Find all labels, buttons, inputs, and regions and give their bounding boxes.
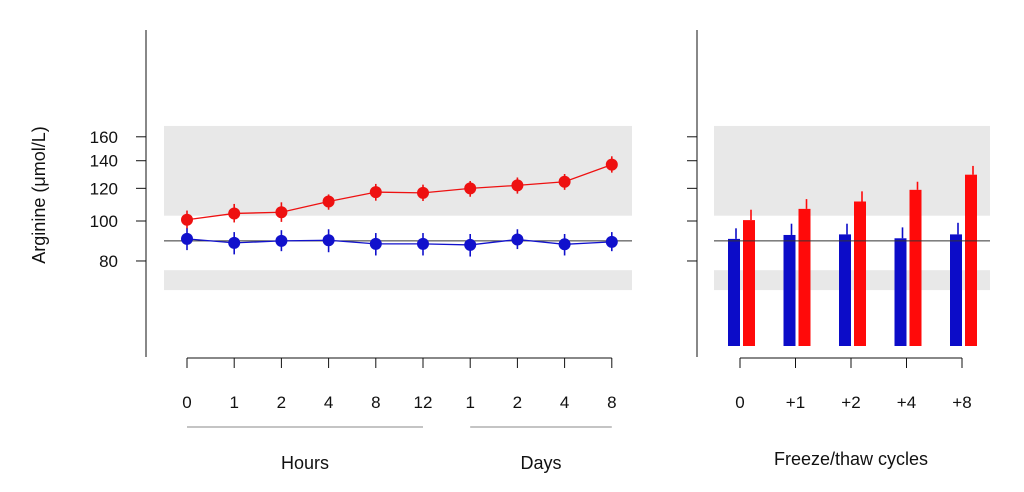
- data-point: [417, 186, 429, 199]
- data-point: [605, 158, 618, 171]
- x-tick-label: 2: [513, 393, 522, 412]
- x-tick-label: 8: [371, 393, 380, 412]
- right-panel-freeze-thaw: 0 +1 +2 +4 +8 Freeze/thaw cycles: [687, 30, 990, 469]
- y-tick-label: 100: [90, 212, 118, 231]
- data-point: [558, 175, 571, 188]
- data-point: [275, 234, 288, 247]
- x-tick-label: +8: [952, 393, 971, 412]
- x-tick-label: 1: [229, 393, 238, 412]
- x-tick-label: 8: [607, 393, 616, 412]
- bar-series-0: [728, 222, 962, 346]
- bar: [950, 234, 962, 346]
- x-tick-label: 2: [277, 393, 286, 412]
- bar: [965, 174, 977, 346]
- data-point: [322, 195, 335, 208]
- data-point: [605, 235, 618, 248]
- group-label: Hours: [281, 453, 329, 473]
- x-tick-label: 0: [735, 393, 744, 412]
- data-point: [511, 179, 524, 192]
- data-point: [511, 233, 524, 246]
- data-point: [181, 232, 193, 245]
- shaded-range-band: [164, 125, 632, 216]
- y-tick-label: 140: [90, 152, 118, 171]
- x-tick-label: 4: [324, 393, 333, 412]
- bar: [798, 208, 811, 346]
- data-point: [369, 186, 382, 199]
- shaded-range-band: [164, 270, 632, 291]
- x-axis-title: Freeze/thaw cycles: [774, 449, 928, 469]
- x-tick-label: 0: [182, 393, 191, 412]
- data-point: [464, 238, 477, 251]
- shaded-range-band: [714, 270, 990, 291]
- bar: [839, 234, 851, 346]
- y-tick-label: 120: [90, 179, 118, 198]
- data-point: [464, 182, 477, 195]
- data-point: [228, 236, 241, 249]
- data-point: [369, 237, 382, 250]
- bar: [743, 220, 755, 346]
- data-point: [228, 207, 241, 220]
- series-line: [186, 238, 612, 246]
- series-0: [181, 156, 618, 229]
- bar: [854, 201, 866, 346]
- x-tick-label: 4: [560, 393, 569, 412]
- x-tick-label: 12: [414, 393, 433, 412]
- bar: [894, 238, 907, 346]
- x-tick-label: +4: [897, 393, 916, 412]
- data-point: [417, 237, 429, 250]
- series-line: [186, 163, 613, 221]
- bar: [728, 238, 740, 346]
- y-tick-label: 160: [90, 128, 118, 147]
- bar: [783, 234, 796, 346]
- data-point: [558, 238, 571, 251]
- y-axis-title: Arginine (μmol/L): [29, 126, 49, 263]
- group-label: Days: [520, 453, 561, 473]
- x-tick-label: +1: [786, 393, 805, 412]
- x-tick-label: 1: [465, 393, 474, 412]
- series-1: [181, 228, 618, 257]
- data-point: [275, 206, 288, 219]
- x-tick-label: +2: [841, 393, 860, 412]
- y-tick-label: 80: [99, 252, 118, 271]
- data-point: [181, 213, 193, 226]
- bar-series-1: [743, 165, 977, 346]
- bar: [909, 189, 922, 346]
- shaded-range-band: [714, 125, 990, 216]
- data-point: [322, 234, 335, 247]
